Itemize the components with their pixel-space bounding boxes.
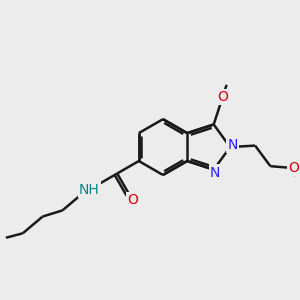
Text: N: N (210, 166, 220, 180)
Text: N: N (227, 138, 238, 152)
Text: O: O (127, 193, 138, 207)
Text: NH: NH (79, 182, 100, 197)
Text: O: O (288, 160, 299, 175)
Text: O: O (217, 90, 228, 104)
